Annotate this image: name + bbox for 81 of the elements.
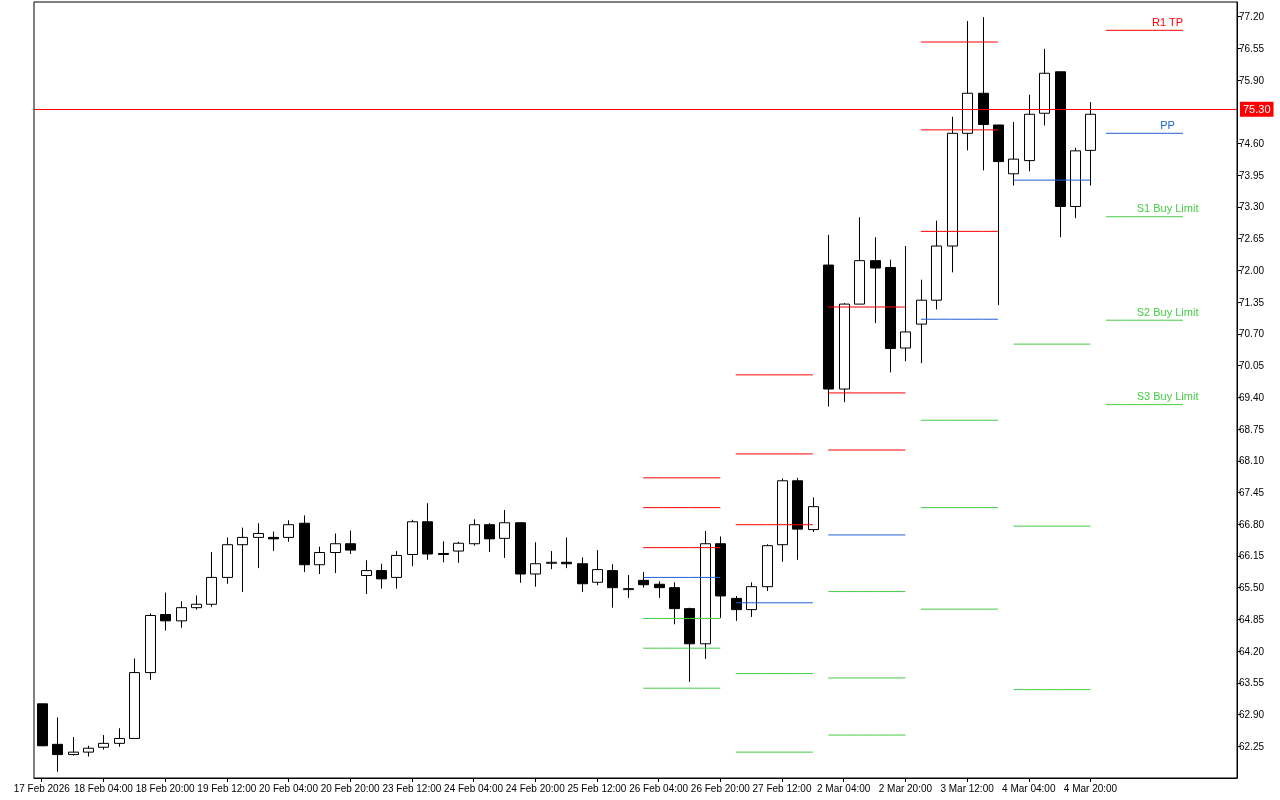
x-tick-label: 24 Feb 20:00 <box>505 782 566 794</box>
candlestick <box>391 550 402 590</box>
candlestick <box>68 736 79 757</box>
series-label: PP <box>1160 118 1175 131</box>
series-label: R1 TP <box>1152 15 1184 28</box>
y-tick-label: 64.20 <box>1239 645 1265 657</box>
x-tick-label: 17 Feb 2026 <box>13 782 71 794</box>
candlestick <box>253 522 264 569</box>
candlestick <box>176 600 187 629</box>
series-label: S3 Buy Limit <box>1136 390 1199 403</box>
y-tick-label: 77.20 <box>1239 11 1265 23</box>
candlestick <box>283 519 294 543</box>
x-tick-label: 26 Feb 20:00 <box>690 782 751 794</box>
y-tick-label: 75.90 <box>1239 74 1265 86</box>
x-tick-label: 20 Feb 04:00 <box>259 782 319 794</box>
x-tick-label: 2 Mar 04:00 <box>817 782 871 794</box>
ref-line-label: 75.30 <box>1243 103 1271 116</box>
candlestick <box>469 518 480 547</box>
x-tick-label: 2 Mar 20:00 <box>878 782 933 794</box>
x-tick-label: 3 Mar 12:00 <box>940 782 995 794</box>
candlestick <box>1008 121 1019 187</box>
series-label: S2 Buy Limit <box>1136 305 1199 318</box>
candlestick <box>268 531 279 552</box>
candlestick <box>592 549 603 586</box>
x-tick-label: 18 Feb 04:00 <box>73 782 134 794</box>
candlestick <box>623 574 634 599</box>
x-tick-label: 18 Feb 20:00 <box>135 782 195 794</box>
y-tick-label: 62.90 <box>1239 709 1265 721</box>
candlestick <box>330 532 341 574</box>
candlestick <box>916 279 927 364</box>
candlestick <box>577 556 588 593</box>
candlestick <box>361 559 372 595</box>
y-tick-label: 67.45 <box>1239 486 1265 498</box>
candlestick <box>808 496 819 533</box>
x-tick-label: 25 Feb 12:00 <box>567 782 627 794</box>
x-tick-label: 19 Feb 12:00 <box>197 782 257 794</box>
y-tick-label: 73.30 <box>1239 201 1265 213</box>
series-label: S1 Buy Limit <box>1136 202 1199 215</box>
x-tick-label: 27 Feb 12:00 <box>752 782 812 794</box>
candlestick <box>160 592 171 632</box>
candlestick <box>746 581 757 618</box>
y-tick-label: 66.15 <box>1239 550 1265 562</box>
y-tick-label: 72.65 <box>1239 233 1265 245</box>
y-tick-label: 74.60 <box>1239 138 1265 150</box>
candlestick <box>731 595 742 622</box>
x-tick-label: 4 Mar 20:00 <box>1063 782 1118 794</box>
y-tick-label: 65.50 <box>1239 582 1265 594</box>
candlestick <box>345 530 356 555</box>
y-tick-label: 64.85 <box>1239 613 1265 625</box>
candlestick <box>607 563 618 609</box>
candlestick <box>438 540 449 563</box>
candlestick <box>484 522 495 553</box>
y-tick-label: 68.75 <box>1239 423 1265 435</box>
candlestick <box>314 546 325 575</box>
y-tick-label: 73.95 <box>1239 169 1265 181</box>
y-tick-label: 69.40 <box>1239 391 1265 403</box>
candlestick <box>900 245 911 362</box>
candlestick <box>870 236 881 324</box>
y-tick-label: 76.55 <box>1239 42 1265 54</box>
y-tick-label: 63.55 <box>1239 677 1265 689</box>
candlestick <box>453 541 464 564</box>
x-tick-label: 26 Feb 04:00 <box>629 782 689 794</box>
y-tick-label: 72.00 <box>1239 264 1265 276</box>
y-tick-label: 70.70 <box>1239 328 1265 340</box>
candlestick <box>376 563 387 590</box>
y-tick-label: 62.25 <box>1239 740 1265 752</box>
candlestick <box>499 509 510 559</box>
x-tick-label: 4 Mar 04:00 <box>1002 782 1056 794</box>
x-tick-label: 24 Feb 04:00 <box>444 782 504 794</box>
candlestick <box>52 716 63 773</box>
x-tick-label: 23 Feb 12:00 <box>382 782 442 794</box>
y-tick-label: 66.80 <box>1239 518 1265 530</box>
candlestick <box>546 550 557 570</box>
x-tick-label: 20 Feb 20:00 <box>320 782 381 794</box>
candlestick <box>669 581 680 625</box>
y-tick-label: 71.35 <box>1239 296 1265 308</box>
y-tick-label: 70.05 <box>1239 360 1265 372</box>
y-tick-label: 68.10 <box>1239 455 1265 467</box>
candlestick <box>114 727 125 748</box>
candlestick <box>237 527 248 593</box>
candlestick <box>530 541 541 588</box>
